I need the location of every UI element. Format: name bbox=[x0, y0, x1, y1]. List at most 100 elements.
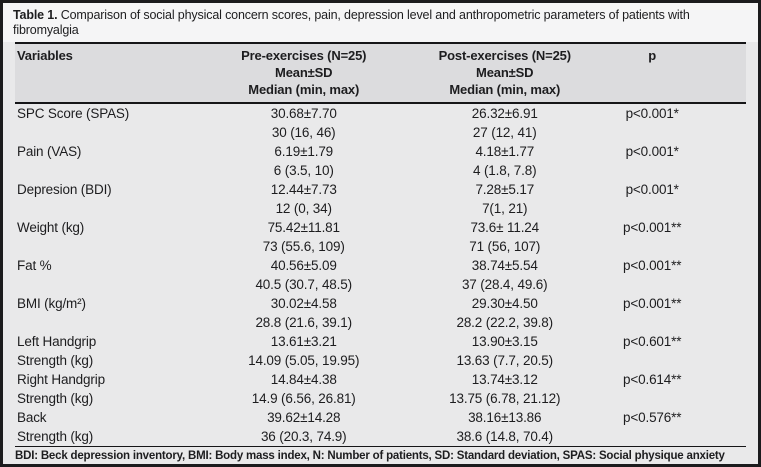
mean-sd-value: 6.19±1.79 bbox=[274, 144, 334, 159]
table-caption: Table 1. Comparison of social physical c… bbox=[3, 3, 758, 42]
p-value: p<0.001* bbox=[625, 106, 679, 121]
variable-cell: BMI (kg/m²) bbox=[15, 294, 201, 332]
variable-name-line2 bbox=[17, 161, 201, 180]
median-value: 14.9 (6.56, 26.81) bbox=[251, 391, 356, 406]
p-value-cell: p<0.001** bbox=[603, 294, 746, 332]
post-values-cell: 26.32±6.91 27 (12, 41) bbox=[406, 104, 603, 142]
mean-sd-value: 14.84±4.38 bbox=[270, 372, 337, 387]
p-value-cell: p<0.001* bbox=[603, 180, 746, 218]
variable-name: Back bbox=[17, 410, 47, 425]
mean-sd-value: 13.74±3.12 bbox=[471, 372, 538, 387]
p-value-cell: p<0.601** bbox=[603, 332, 746, 370]
pre-values-cell: 13.61±3.21 14.09 (5.05, 19.95) bbox=[201, 332, 406, 370]
variables-header-label: Variables bbox=[17, 48, 73, 63]
mean-sd-value: 29.30±4.50 bbox=[471, 296, 538, 311]
variable-cell: Depresion (BDI) bbox=[15, 180, 201, 218]
mean-sd-value: 4.18±1.77 bbox=[475, 144, 535, 159]
median-value: 13.75 (6.78, 21.12) bbox=[449, 391, 561, 406]
table-row-left-handgrip: Left Handgrip Strength (kg) 13.61±3.21 1… bbox=[15, 332, 746, 370]
variable-cell: Right Handgrip Strength (kg) bbox=[15, 370, 201, 408]
column-header-p: p bbox=[603, 47, 746, 98]
post-values-cell: 13.74±3.12 13.75 (6.78, 21.12) bbox=[406, 370, 603, 408]
variable-name-line2 bbox=[17, 275, 201, 294]
table-row-weight: Weight (kg) 75.42±11.81 73 (55.6, 109) 7… bbox=[15, 218, 746, 256]
table-caption-label: Table 1. bbox=[13, 8, 58, 22]
footnote-abbreviations: BDI: Beck depression inventory, BMI: Bod… bbox=[15, 450, 725, 464]
post-exercises-header-line2: Mean±SD bbox=[476, 65, 534, 80]
mean-sd-value: 30.68±7.70 bbox=[270, 106, 337, 121]
table-header-row: Variables Pre-exercises (N=25) Mean±SD M… bbox=[15, 42, 746, 104]
post-values-cell: 38.16±13.86 38.6 (14.8, 70.4) bbox=[406, 408, 603, 446]
p-value-cell: p<0.001* bbox=[603, 104, 746, 142]
p-value: p<0.614** bbox=[623, 372, 682, 387]
p-value: p<0.576** bbox=[623, 410, 682, 425]
variable-name: Right Handgrip bbox=[17, 372, 105, 387]
median-value: 28.2 (22.2, 39.8) bbox=[456, 315, 553, 330]
mean-sd-value: 26.32±6.91 bbox=[471, 106, 538, 121]
variable-name-line2 bbox=[17, 123, 201, 142]
table-row-bmi: BMI (kg/m²) 30.02±4.58 28.8 (21.6, 39.1)… bbox=[15, 294, 746, 332]
median-value: 14.09 (5.05, 19.95) bbox=[248, 353, 360, 368]
variable-cell: SPC Score (SPAS) bbox=[15, 104, 201, 142]
median-value: 27 (12, 41) bbox=[472, 125, 537, 140]
table-row-depression: Depresion (BDI) 12.44±7.73 12 (0, 34) 7.… bbox=[15, 180, 746, 218]
variable-name: Depresion (BDI) bbox=[17, 182, 112, 197]
pre-exercises-header-line2: Mean±SD bbox=[275, 65, 333, 80]
variable-name-line2: Strength (kg) bbox=[17, 429, 94, 444]
mean-sd-value: 30.02±4.58 bbox=[270, 296, 337, 311]
column-header-pre-exercises: Pre-exercises (N=25) Mean±SD Median (min… bbox=[201, 47, 406, 98]
variable-name: SPC Score (SPAS) bbox=[17, 106, 130, 121]
table-row-spc-score: SPC Score (SPAS) 30.68±7.70 30 (16, 46) … bbox=[15, 104, 746, 142]
table-row-fat-percent: Fat % 40.56±5.09 40.5 (30.7, 48.5) 38.74… bbox=[15, 256, 746, 294]
median-value: 7(1, 21) bbox=[482, 201, 528, 216]
variable-name-line2: Strength (kg) bbox=[17, 353, 94, 368]
p-value: p<0.601** bbox=[623, 334, 682, 349]
variable-cell: Back Strength (kg) bbox=[15, 408, 201, 446]
variable-name: Weight (kg) bbox=[17, 220, 85, 235]
mean-sd-value: 38.74±5.54 bbox=[471, 258, 538, 273]
p-value: p<0.001* bbox=[625, 144, 679, 159]
p-value: p<0.001** bbox=[623, 258, 682, 273]
table-row-pain: Pain (VAS) 6.19±1.79 6 (3.5, 10) 4.18±1.… bbox=[15, 142, 746, 180]
mean-sd-value: 73.6± 11.24 bbox=[470, 220, 540, 235]
median-value: 13.63 (7.7, 20.5) bbox=[456, 353, 553, 368]
pre-exercises-header-line3: Median (min, max) bbox=[248, 82, 360, 97]
median-value: 38.6 (14.8, 70.4) bbox=[456, 429, 553, 444]
p-header-label: p bbox=[648, 48, 657, 63]
column-header-post-exercises: Post-exercises (N=25) Mean±SD Median (mi… bbox=[406, 47, 603, 98]
pre-values-cell: 39.62±14.28 36 (20.3, 74.9) bbox=[201, 408, 406, 446]
post-values-cell: 13.90±3.15 13.63 (7.7, 20.5) bbox=[406, 332, 603, 370]
pre-exercises-header-line1: Pre-exercises (N=25) bbox=[241, 48, 367, 63]
p-value-cell: p<0.001** bbox=[603, 218, 746, 256]
mean-sd-value: 40.56±5.09 bbox=[270, 258, 337, 273]
p-value: p<0.001* bbox=[625, 182, 679, 197]
table-footnotes: BDI: Beck depression inventory, BMI: Bod… bbox=[15, 446, 746, 464]
post-values-cell: 4.18±1.77 4 (1.8, 7.8) bbox=[406, 142, 603, 180]
pre-values-cell: 12.44±7.73 12 (0, 34) bbox=[201, 180, 406, 218]
median-value: 12 (0, 34) bbox=[275, 201, 332, 216]
mean-sd-value: 12.44±7.73 bbox=[270, 182, 337, 197]
p-value: p<0.001** bbox=[623, 220, 682, 235]
median-value: 30 (16, 46) bbox=[271, 125, 336, 140]
table-body-region: Variables Pre-exercises (N=25) Mean±SD M… bbox=[15, 42, 746, 464]
variable-name-line2 bbox=[17, 199, 201, 218]
post-values-cell: 73.6± 11.24 71 (56, 107) bbox=[406, 218, 603, 256]
mean-sd-value: 39.62±14.28 bbox=[267, 410, 341, 425]
table-row-back-strength: Back Strength (kg) 39.62±14.28 36 (20.3,… bbox=[15, 408, 746, 446]
median-value: 28.8 (21.6, 39.1) bbox=[255, 315, 352, 330]
pre-values-cell: 6.19±1.79 6 (3.5, 10) bbox=[201, 142, 406, 180]
post-values-cell: 38.74±5.54 37 (28.4, 49.6) bbox=[406, 256, 603, 294]
post-exercises-header-line1: Post-exercises (N=25) bbox=[438, 48, 571, 63]
variable-cell: Left Handgrip Strength (kg) bbox=[15, 332, 201, 370]
mean-sd-value: 13.61±3.21 bbox=[270, 334, 337, 349]
p-value-cell: p<0.001* bbox=[603, 142, 746, 180]
variable-name: Pain (VAS) bbox=[17, 144, 82, 159]
table-row-right-handgrip: Right Handgrip Strength (kg) 14.84±4.38 … bbox=[15, 370, 746, 408]
pre-values-cell: 40.56±5.09 40.5 (30.7, 48.5) bbox=[201, 256, 406, 294]
mean-sd-value: 38.16±13.86 bbox=[468, 410, 542, 425]
column-header-variables: Variables bbox=[15, 47, 201, 98]
median-value: 36 (20.3, 74.9) bbox=[260, 429, 347, 444]
variable-name: BMI (kg/m²) bbox=[17, 296, 86, 311]
median-value: 40.5 (30.7, 48.5) bbox=[255, 277, 352, 292]
variable-name-line2: Strength (kg) bbox=[17, 391, 94, 406]
